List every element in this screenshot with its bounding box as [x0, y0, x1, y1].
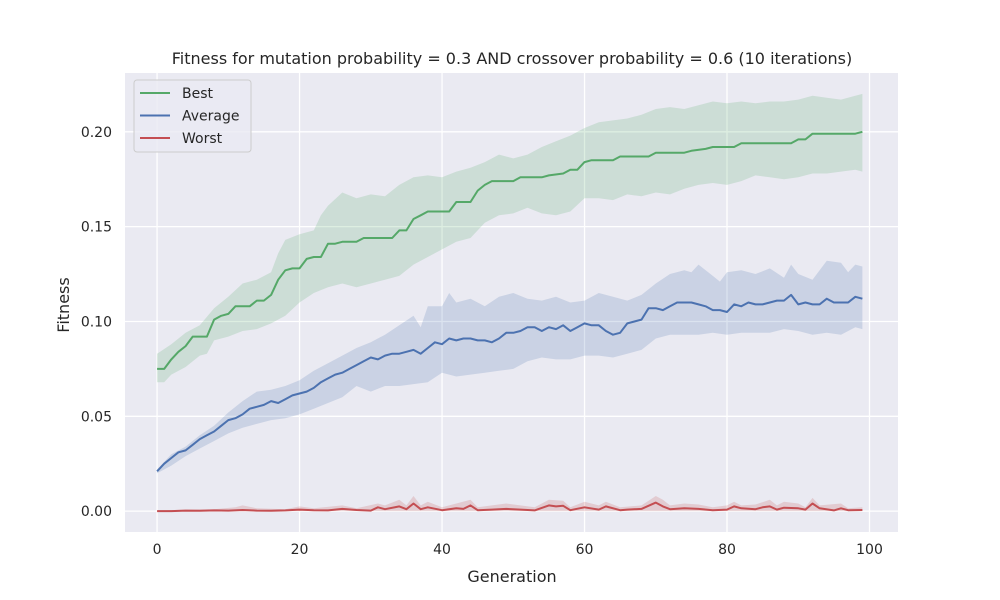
- legend: Best Average Worst: [133, 79, 252, 153]
- y-tick-label: 0.10: [81, 314, 112, 330]
- average-band: [157, 260, 863, 474]
- x-tick-label: 60: [576, 542, 594, 558]
- x-tick-label: 80: [718, 542, 736, 558]
- x-tick-label: 40: [433, 542, 451, 558]
- y-tick-label: 0.05: [81, 409, 112, 425]
- x-axis-label: Generation: [467, 567, 556, 586]
- x-tick-label: 100: [856, 542, 883, 558]
- series-lines: [156, 130, 863, 513]
- legend-box: [133, 79, 252, 153]
- legend-label-worst: Worst: [182, 131, 223, 147]
- grid-lines: [125, 73, 898, 532]
- worst-band: [157, 496, 863, 512]
- legend-label-average: Average: [182, 109, 240, 125]
- worst-line: [157, 501, 863, 513]
- y-axis-ticks: 0.00 0.05 0.10 0.15 0.20: [81, 125, 112, 520]
- chart-title: Fitness for mutation probability = 0.3 A…: [172, 49, 853, 68]
- y-tick-label: 0.20: [81, 125, 112, 141]
- confidence-bands: [157, 93, 863, 512]
- y-tick-label: 0.00: [81, 504, 112, 520]
- y-axis-label: Fitness: [54, 277, 73, 332]
- x-tick-label: 0: [153, 542, 162, 558]
- y-tick-label: 0.15: [81, 220, 112, 236]
- best-band: [157, 93, 863, 383]
- best-line: [157, 130, 863, 370]
- x-axis-ticks: 0 20 40 60 80 100: [153, 542, 883, 558]
- average-line: [156, 293, 863, 472]
- legend-label-best: Best: [182, 86, 214, 102]
- x-tick-label: 20: [291, 542, 309, 558]
